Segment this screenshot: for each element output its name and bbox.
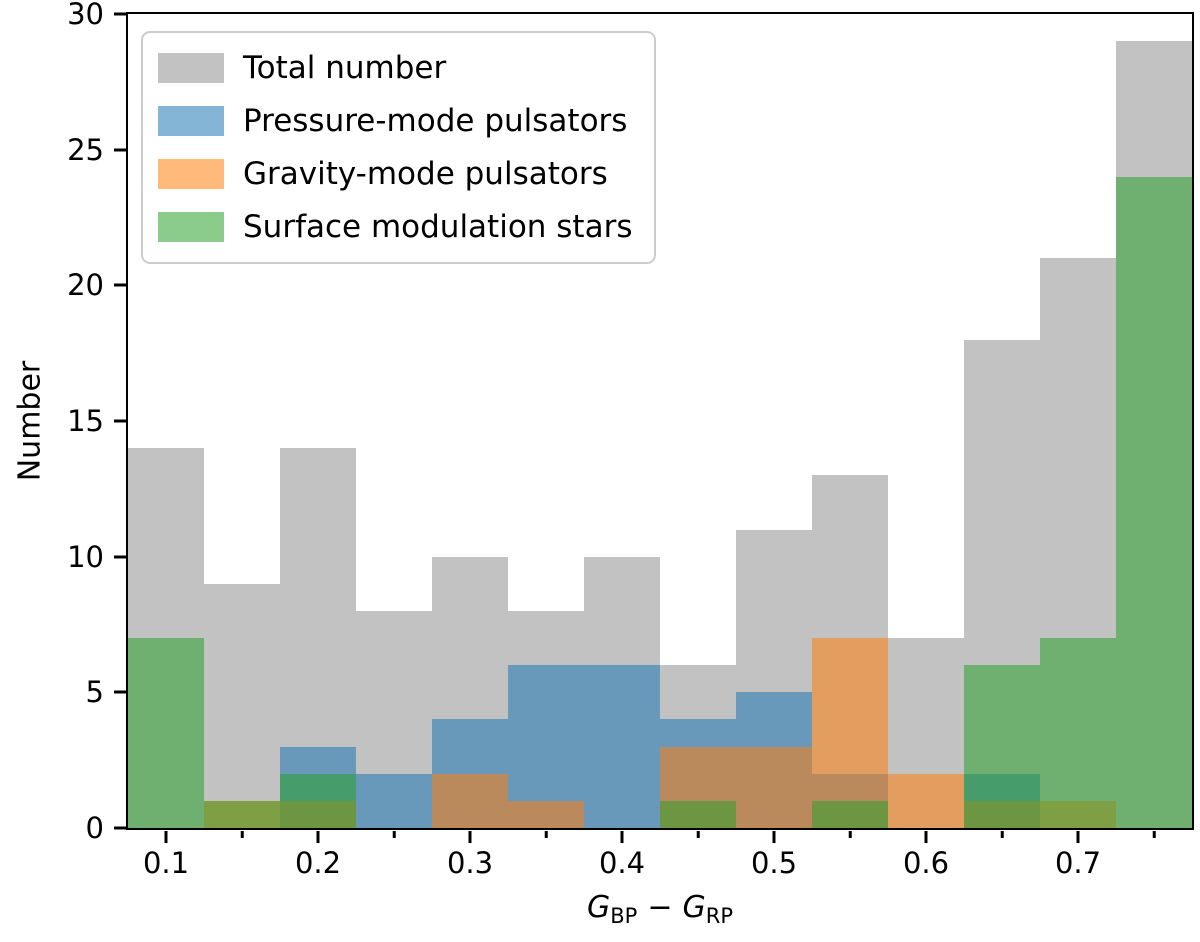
histogram-bar-total-bin2 [204, 583, 280, 828]
y-axis-tick-label: 30 [67, 0, 104, 31]
y-axis-tick-label: 10 [67, 539, 104, 574]
y-axis-tick-label: 5 [85, 675, 104, 710]
y-axis-tick-label: 25 [67, 132, 104, 167]
y-axis-major-tick [113, 826, 126, 830]
histogram-bar-surface-bin13 [1040, 638, 1116, 828]
y-axis-major-tick [113, 555, 126, 559]
x-axis-major-tick [620, 830, 624, 843]
x-axis-tick-label: 0.7 [1054, 846, 1102, 880]
y-axis-tick-label: 0 [85, 811, 104, 845]
x-axis-tick-label: 0.6 [902, 846, 950, 880]
legend-item-surface: Surface modulation stars [158, 205, 632, 249]
legend-label-surface: Surface modulation stars [243, 209, 633, 245]
histogram-bar-surface-bin8 [660, 800, 736, 828]
legend-label-pressure: Pressure-mode pulsators [243, 103, 628, 139]
x-axis-tick-label: 0.3 [446, 846, 494, 880]
histogram-bar-pressure-bin7 [584, 665, 660, 828]
y-axis-major-tick [113, 419, 126, 423]
histogram-bar-pressure-bin4 [356, 773, 432, 828]
legend-item-gravity: Gravity-mode pulsators [158, 152, 632, 196]
legend-swatch-surface [158, 212, 224, 242]
legend-item-pressure: Pressure-mode pulsators [158, 99, 632, 143]
x-axis-tick-label: 0.5 [750, 846, 798, 880]
x-axis-title-sub1: BP [610, 903, 638, 928]
histogram-bar-gravity-bin11 [888, 773, 964, 828]
histogram-bar-gravity-bin10 [812, 638, 888, 828]
x-axis-major-tick [468, 830, 472, 843]
legend-swatch-pressure [158, 106, 224, 136]
y-axis-tick-label: 15 [67, 404, 104, 438]
y-axis-tick-label: 20 [67, 268, 104, 303]
histogram-bar-surface-bin12 [964, 665, 1040, 828]
x-axis-minor-tick [1000, 830, 1004, 838]
histogram-bar-gravity-bin6 [508, 800, 584, 828]
x-axis-title-sub2: RP [705, 903, 733, 928]
y-axis-major-tick [113, 12, 126, 16]
legend-label-total: Total number [243, 50, 447, 86]
minus-sign: − [647, 890, 673, 925]
x-axis-minor-tick [544, 830, 548, 838]
x-axis-minor-tick [392, 830, 396, 838]
x-axis-title: GBP − GRP [587, 890, 733, 928]
x-axis-major-tick [316, 830, 320, 843]
x-axis-minor-tick [1152, 830, 1156, 838]
legend-swatch-gravity [158, 159, 224, 189]
x-axis-major-tick [772, 830, 776, 843]
x-axis-major-tick [924, 830, 928, 843]
histogram-bar-surface-bin3 [280, 773, 356, 828]
histogram-bar-surface-bin14 [1116, 176, 1192, 828]
plot-area: Total number Pressure-mode pulsators Gra… [67, 0, 1194, 880]
x-axis-minor-tick [240, 830, 244, 838]
x-axis-tick-label: 0.4 [598, 846, 646, 880]
x-axis-title-var1: G [587, 890, 611, 925]
legend-label-gravity: Gravity-mode pulsators [243, 156, 608, 192]
y-axis-major-tick [113, 690, 126, 694]
x-axis-major-tick [164, 830, 168, 843]
x-axis-major-tick [1076, 830, 1080, 843]
y-axis-major-tick [113, 148, 126, 152]
x-axis-tick-label: 0.1 [142, 846, 190, 880]
x-axis-minor-tick [848, 830, 852, 838]
x-axis-minor-tick [696, 830, 700, 838]
histogram-bar-pressure-bin6 [508, 665, 584, 828]
legend-swatch-total [158, 53, 224, 83]
histogram-bar-surface-bin10 [812, 800, 888, 828]
y-axis-title: Number [12, 360, 48, 482]
y-axis-major-tick [113, 283, 126, 287]
x-axis-tick-label: 0.2 [294, 846, 342, 880]
legend-item-total: Total number [158, 46, 632, 90]
x-axis-title-var2: G [682, 890, 706, 925]
histogram-bar-surface-bin1 [128, 638, 204, 828]
legend: Total number Pressure-mode pulsators Gra… [141, 31, 657, 264]
histogram-bar-surface-bin2 [204, 800, 280, 828]
histogram-bar-gravity-bin5 [432, 773, 508, 828]
histogram-bar-gravity-bin9 [736, 746, 812, 828]
